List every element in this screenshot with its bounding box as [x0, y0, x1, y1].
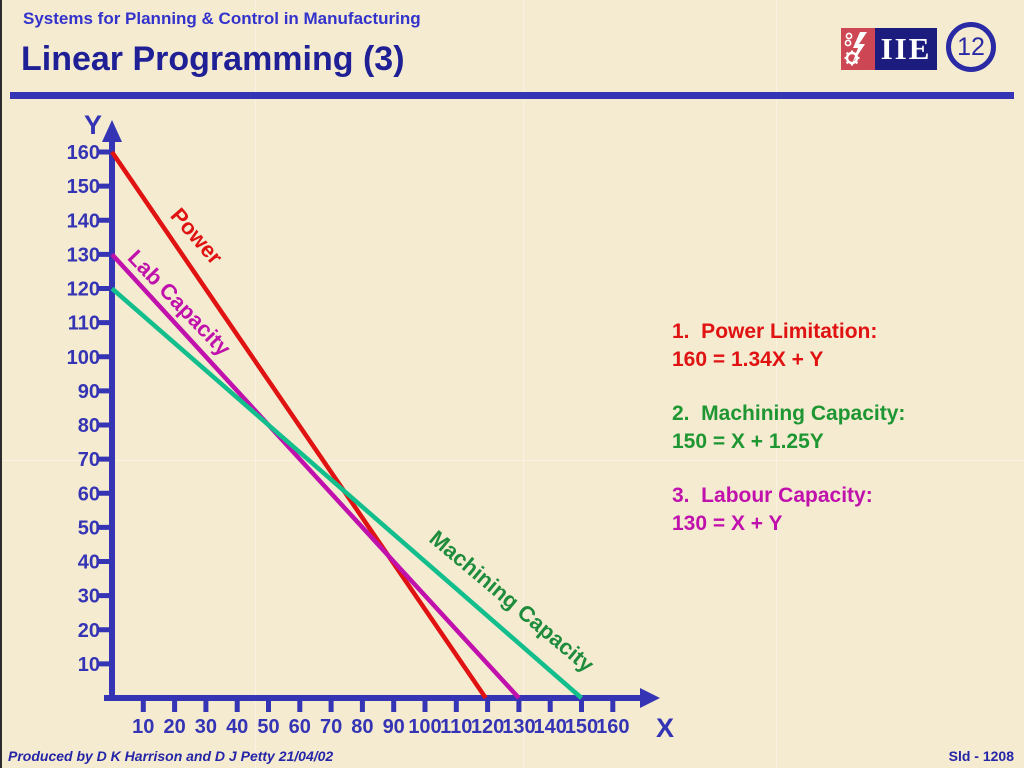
y-axis-arrow-icon: [102, 120, 122, 142]
footer-slide-id: Sld - 1208: [948, 748, 1014, 764]
y-tick-label: 110: [68, 313, 100, 335]
slide-left-edge: [0, 0, 2, 768]
y-tick: [97, 320, 109, 326]
x-tick-label: 90: [383, 716, 405, 738]
x-tick-label: 60: [289, 716, 311, 738]
x-tick-label: 160: [596, 716, 629, 738]
y-tick-label: 20: [78, 620, 100, 642]
y-tick: [97, 627, 109, 633]
x-tick: [172, 700, 178, 712]
y-tick: [97, 490, 109, 496]
line-label-lab-capacity: Lab Capacity: [123, 245, 237, 361]
y-axis-label: Y: [84, 110, 102, 140]
x-tick: [485, 700, 491, 712]
y-tick-label: 60: [78, 483, 100, 505]
annotation-group-power: 1. Power Limitation: 160 = 1.34X + Y: [672, 318, 905, 374]
title-underline: [10, 92, 1014, 99]
x-tick-label: 100: [408, 716, 441, 738]
footer-credit: Produced by D K Harrison and D J Petty 2…: [8, 748, 334, 764]
logo-text: IIE: [875, 28, 937, 70]
x-tick-label: 120: [471, 716, 504, 738]
y-tick-label: 30: [78, 586, 100, 608]
page-title: Linear Programming (3): [21, 40, 405, 78]
x-tick-label: 140: [534, 716, 567, 738]
annotation-heading: 2. Machining Capacity:: [672, 402, 906, 425]
y-tick: [97, 354, 109, 360]
y-tick-label: 140: [67, 210, 100, 232]
x-tick-label: 40: [226, 716, 248, 738]
y-tick-label: 70: [78, 449, 100, 471]
x-tick: [297, 700, 303, 712]
y-tick-label: 40: [78, 552, 100, 574]
header-eyebrow: Systems for Planning & Control in Manufa…: [23, 9, 421, 28]
constraint-annotations: 1. Power Limitation: 160 = 1.34X + Y 2. …: [672, 318, 905, 564]
x-tick: [610, 700, 616, 712]
x-tick: [547, 700, 553, 712]
x-tick: [422, 700, 428, 712]
y-tick: [97, 251, 109, 257]
x-axis-label: X: [656, 713, 674, 743]
x-tick-label: 20: [163, 716, 185, 738]
y-tick-label: 130: [67, 244, 100, 266]
y-tick: [97, 661, 109, 667]
y-tick: [97, 286, 109, 291]
x-tick: [234, 700, 240, 712]
x-tick: [266, 700, 271, 712]
line-label-power: Power: [166, 203, 228, 270]
annotation-heading: 1. Power Limitation:: [672, 320, 878, 343]
y-tick: [97, 524, 109, 530]
x-tick-label: 80: [351, 716, 373, 738]
y-tick: [97, 422, 109, 428]
y-tick: [97, 593, 109, 599]
x-tick-label: 110: [440, 716, 472, 738]
slide-number-badge: 12: [946, 22, 996, 72]
constraint-line-lab-capacity: [110, 252, 521, 700]
iie-logo: IIE: [841, 28, 937, 70]
x-tick-label: 70: [320, 716, 342, 738]
x-tick: [516, 700, 522, 712]
annotation-group-labour: 3. Labour Capacity: 130 = X + Y: [672, 482, 905, 538]
x-tick-label: 10: [132, 716, 154, 738]
y-tick-label: 160: [67, 142, 100, 164]
y-tick: [97, 559, 109, 564]
x-tick-label: 150: [565, 716, 598, 738]
line-label-machining-capacity: Machining Capacity: [425, 525, 600, 677]
x-tick: [453, 700, 459, 712]
annotation-equation: 150 = X + 1.25Y: [672, 430, 824, 453]
y-tick-label: 10: [78, 654, 100, 676]
y-tick: [97, 217, 109, 223]
y-tick: [97, 388, 109, 394]
x-tick: [140, 700, 146, 712]
x-tick: [328, 700, 334, 712]
annotation-equation: 160 = 1.34X + Y: [672, 348, 824, 371]
x-tick: [203, 700, 209, 712]
y-tick-label: 50: [78, 517, 100, 539]
x-tick: [391, 700, 397, 712]
x-axis-arrow-icon: [640, 688, 660, 708]
annotation-equation: 130 = X + Y: [672, 512, 783, 535]
y-tick-label: 150: [67, 176, 100, 198]
annotation-heading: 3. Labour Capacity:: [672, 484, 873, 507]
y-tick-label: 80: [78, 415, 100, 437]
gear-lightning-icon: [841, 28, 875, 70]
y-tick-label: 100: [67, 347, 100, 369]
x-tick-label: 30: [195, 716, 217, 738]
y-tick: [97, 456, 109, 462]
y-tick-label: 120: [67, 279, 100, 301]
constraint-line-power: [110, 150, 488, 700]
y-tick: [97, 149, 109, 155]
x-tick: [359, 700, 365, 712]
constraint-line-machining-capacity: [110, 286, 583, 700]
annotation-group-machining: 2. Machining Capacity: 150 = X + 1.25Y: [672, 400, 905, 456]
x-tick-label: 50: [257, 716, 279, 738]
y-tick-label: 90: [78, 381, 100, 403]
x-tick-label: 130: [502, 716, 535, 738]
y-tick: [97, 183, 109, 189]
x-tick: [579, 700, 584, 712]
